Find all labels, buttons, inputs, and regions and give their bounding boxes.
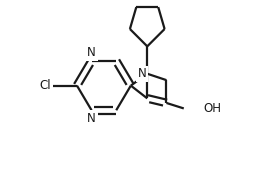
- Text: N: N: [138, 67, 146, 80]
- Text: N: N: [87, 46, 96, 59]
- Text: Cl: Cl: [40, 79, 51, 92]
- Text: N: N: [87, 112, 96, 125]
- Text: OH: OH: [204, 102, 222, 115]
